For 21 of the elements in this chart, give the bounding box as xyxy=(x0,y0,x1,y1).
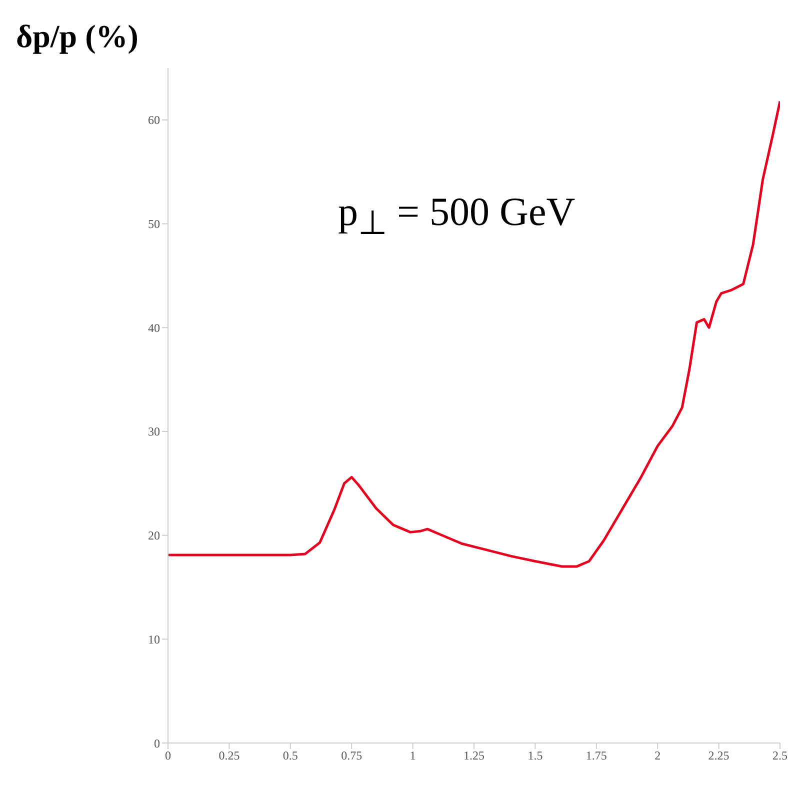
annotation: p$_{⊥}$ = 500 GeV xyxy=(338,188,576,243)
y-tick-label: 60 xyxy=(148,113,160,128)
y-tick-label: 40 xyxy=(148,320,160,335)
x-tick-label: 0.75 xyxy=(341,748,362,763)
x-tick-label: 0 xyxy=(165,748,171,763)
y-tick-label: 30 xyxy=(148,424,160,439)
y-tick-label: 50 xyxy=(148,217,160,232)
x-tick-label: 2.5 xyxy=(772,748,788,763)
x-tick-label: 2 xyxy=(654,748,661,763)
x-tick-label: 1.5 xyxy=(528,748,543,763)
y-tick-label: 0 xyxy=(154,736,160,750)
x-tick-label: 1.25 xyxy=(464,748,484,763)
y-tick-label: 20 xyxy=(148,528,160,543)
y-tick-label: 10 xyxy=(148,632,160,646)
x-tick-label: 2.25 xyxy=(708,748,730,763)
x-tick-label: 0.25 xyxy=(218,748,240,763)
x-tick-label: 0.5 xyxy=(282,748,298,763)
x-tick-label: 1 xyxy=(410,748,416,763)
x-tick-label: 1.75 xyxy=(586,748,607,763)
line-series xyxy=(168,100,780,568)
y-axis-title: δp/p (%) xyxy=(16,18,138,55)
